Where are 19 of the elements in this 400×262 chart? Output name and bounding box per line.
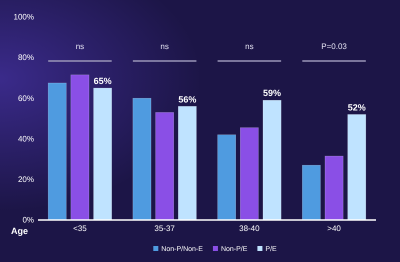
y-tick-label: 20% [18, 174, 34, 184]
y-tick-label: 100% [14, 12, 34, 22]
x-tick-label: >40 [327, 224, 342, 233]
x-tick-label: 35-37 [154, 224, 176, 233]
x-tick-label: <35 [73, 224, 88, 233]
y-tick-label: 0% [22, 216, 34, 225]
data-label: 52% [348, 102, 366, 112]
annotation: ns [76, 42, 84, 51]
annotation: P=0.03 [321, 42, 348, 51]
y-tick-label: 80% [18, 53, 34, 62]
annotation: ns [245, 42, 254, 51]
y-tick-label: 60% [18, 94, 34, 103]
data-label: 56% [178, 94, 196, 104]
annotation: ns [160, 42, 169, 51]
data-label: 65% [94, 76, 112, 86]
y-tick-label: 40% [18, 134, 34, 144]
x-axis-title: Age [10, 226, 28, 236]
x-tick-label: 38-40 [239, 224, 260, 233]
data-label: 59% [263, 88, 282, 98]
